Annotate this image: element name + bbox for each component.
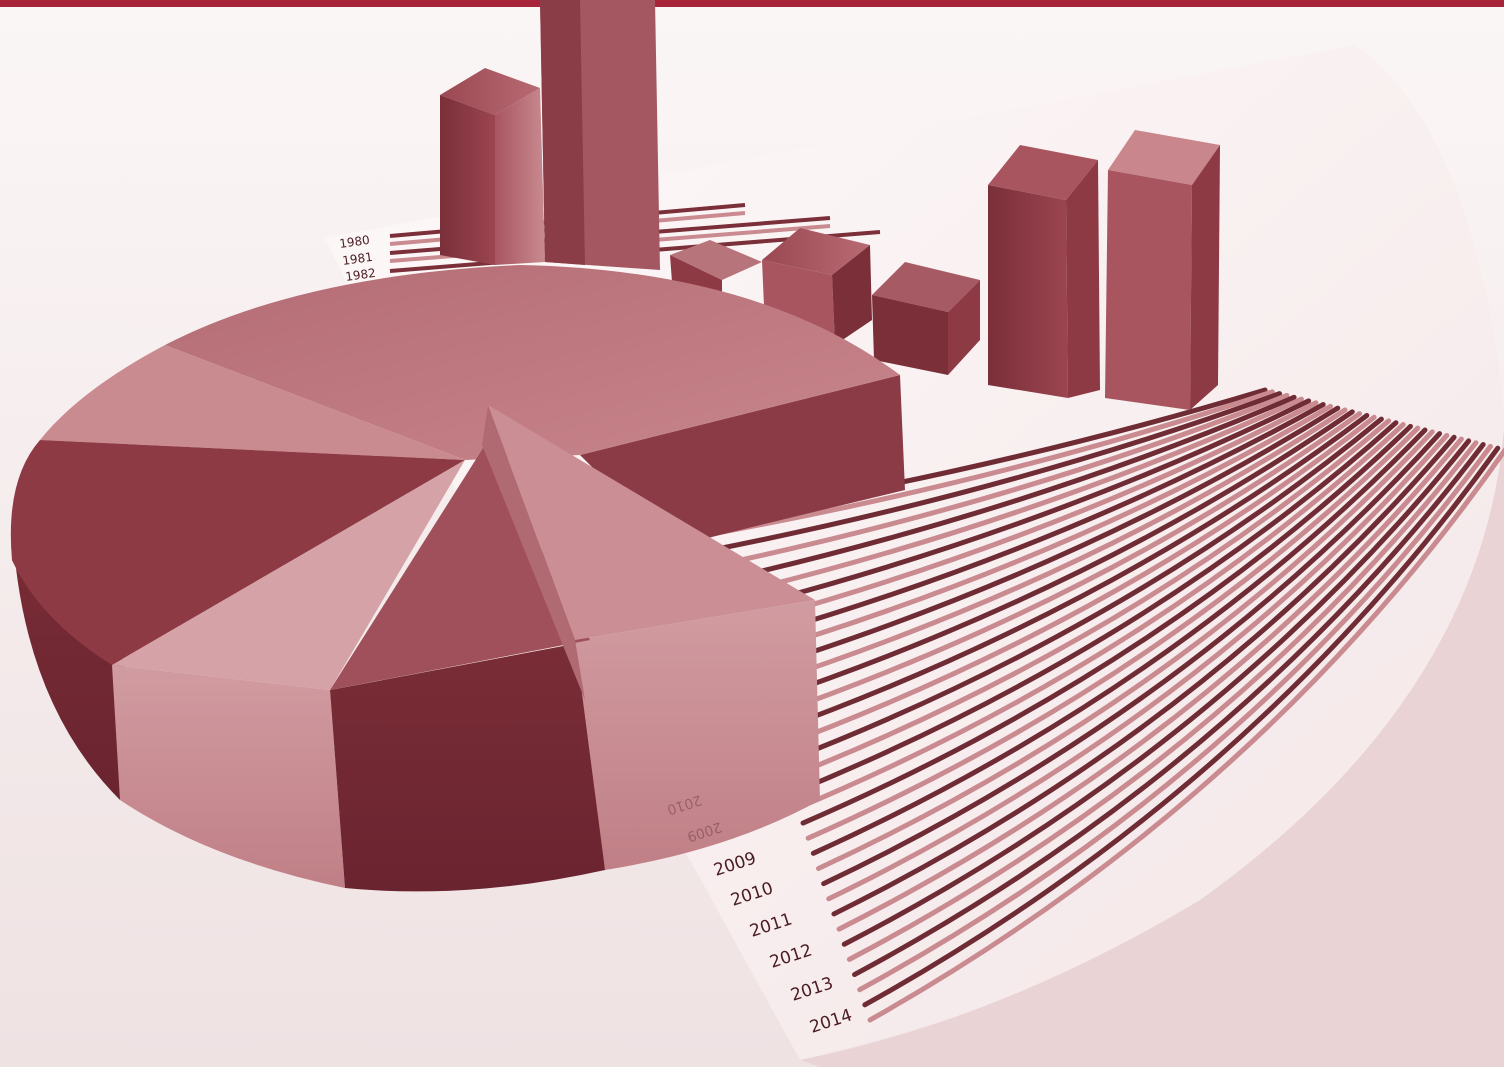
paper-stripe-line (815, 429, 1435, 871)
paper-stripe-line (743, 403, 1333, 659)
paper-stripe-line (728, 398, 1312, 614)
paper-stripe-line (831, 434, 1457, 917)
paper-stripe-line (836, 436, 1464, 932)
top-accent-bar (0, 0, 1504, 7)
paper-stripe-line (764, 411, 1363, 720)
bar-left-short (440, 68, 545, 265)
pie-block-side (580, 375, 905, 540)
bar-right-1 (988, 145, 1100, 398)
paper-curl-shadow (800, 430, 1504, 1067)
bar-right-2 (1105, 130, 1220, 410)
paper-stripe-line (846, 440, 1479, 962)
paper-stripe-line (805, 425, 1421, 841)
pie-chart-3d (10, 265, 905, 892)
paper-stripe-line (759, 409, 1355, 705)
pie-slice-top-5 (488, 405, 815, 640)
paper-stripe-line (733, 400, 1319, 629)
paper-stripe-line (852, 442, 1486, 978)
paper-stripe-line (712, 392, 1290, 568)
paper-stripe-line (738, 402, 1326, 644)
paper-stripe-line (769, 412, 1370, 735)
paper-stripe-line (810, 427, 1428, 856)
paper-stripe-line (795, 422, 1406, 811)
bar-small-2 (762, 228, 872, 345)
paper-stripe-line (707, 391, 1283, 553)
paper-stripe-line (867, 447, 1504, 1023)
paper-lines (697, 387, 1504, 1023)
pie-slice-top-2 (10, 440, 465, 665)
paper-stripe-line (774, 414, 1377, 750)
pie-slice-top-4 (330, 445, 590, 690)
pie-side-dark (330, 640, 605, 892)
pie-side-left (12, 520, 125, 800)
paper-stripe-line (702, 389, 1275, 538)
top-year-label-1982: 1982 (344, 266, 376, 284)
paper-stripe-line (718, 394, 1297, 584)
paper-stripe-line (754, 407, 1348, 690)
pie-slice-top-large (165, 265, 900, 460)
paper-stripe-line (841, 438, 1472, 947)
paper-stripe-line (857, 443, 1493, 993)
paper-stripe-line (785, 418, 1392, 781)
paper-stripe-line (800, 423, 1413, 826)
pie-slice-top-1 (40, 345, 465, 460)
paper-stripe-line (723, 396, 1304, 599)
bar-small-3 (872, 262, 980, 375)
paper-stripe-line (790, 420, 1399, 796)
paper-stripe-line (862, 445, 1501, 1008)
pie-slice-edge (482, 405, 585, 700)
bar-tall (540, 0, 660, 270)
pie-slice-top-3 (112, 460, 465, 690)
pie-side-light (112, 665, 345, 888)
top-year-label-1980: 1980 (338, 233, 370, 251)
paper-stripe-line (749, 405, 1341, 675)
top-year-label-1981: 1981 (341, 250, 373, 268)
paper-stripe-line (826, 432, 1450, 902)
paper-stripe-line (821, 431, 1443, 887)
pie-side-right (575, 600, 820, 870)
paper-stripe-line (779, 416, 1384, 765)
